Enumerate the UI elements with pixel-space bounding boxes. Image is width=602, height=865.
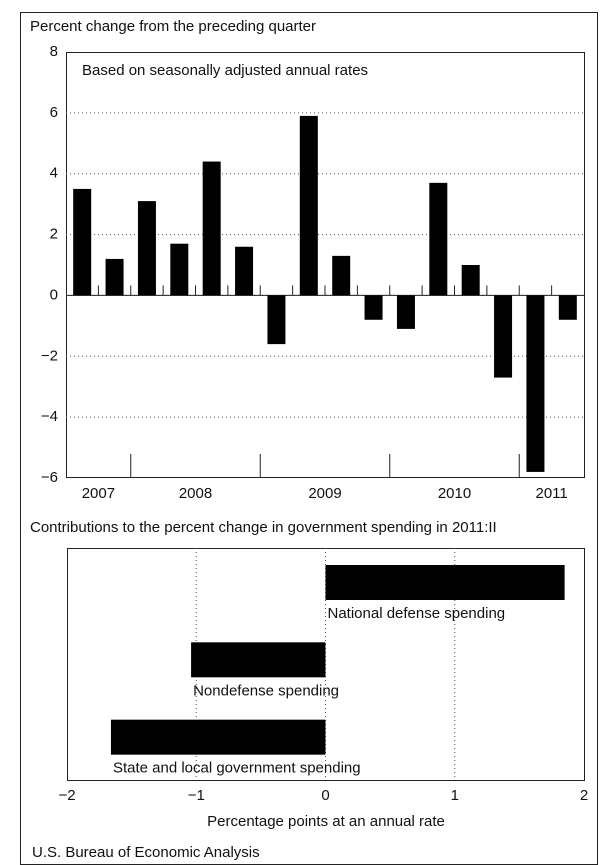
bar xyxy=(364,295,383,320)
bar xyxy=(526,295,545,472)
bar xyxy=(73,188,92,296)
source: U.S. Bureau of Economic Analysis xyxy=(32,844,260,861)
annotation: Based on seasonally adjusted annual rate… xyxy=(82,62,368,79)
bar xyxy=(137,201,156,296)
bar-label: National defense spending xyxy=(328,605,506,622)
bar xyxy=(267,295,286,345)
x-tick-label: 2010 xyxy=(438,485,471,502)
plot-frame xyxy=(66,52,585,478)
bar xyxy=(396,295,415,329)
bar-label: State and local government spending xyxy=(113,760,361,777)
bar xyxy=(235,246,254,296)
bar xyxy=(202,161,221,296)
bar xyxy=(494,295,513,378)
x-tick-label: −2 xyxy=(58,787,75,804)
bar xyxy=(299,115,318,296)
x-tick-label: 2011 xyxy=(535,485,567,502)
y-tick-label: 4 xyxy=(50,165,58,182)
y-tick-label: −6 xyxy=(41,469,58,486)
x-axis-label: Percentage points at an annual rate xyxy=(207,813,445,830)
bar xyxy=(429,182,448,296)
chart-title: Contributions to the percent change in g… xyxy=(30,519,497,536)
y-tick-label: 2 xyxy=(50,226,58,243)
y-tick-label: −4 xyxy=(41,408,58,425)
x-tick-label: 1 xyxy=(451,787,459,804)
x-tick-label: −1 xyxy=(188,787,205,804)
y-tick-label: −2 xyxy=(41,347,58,364)
bar xyxy=(325,565,565,600)
bar xyxy=(170,243,189,296)
y-tick-label: 8 xyxy=(50,43,58,60)
y-tick-label: 6 xyxy=(50,104,58,121)
bar-label: Nondefense spending xyxy=(193,682,339,699)
bar xyxy=(105,258,124,296)
x-tick-label: 0 xyxy=(321,787,329,804)
x-tick-label: 2009 xyxy=(308,485,341,502)
y-tick-label: 0 xyxy=(50,286,58,303)
bar xyxy=(332,255,351,296)
bar xyxy=(461,265,480,296)
bar xyxy=(110,719,326,755)
chart-title: Percent change from the preceding quarte… xyxy=(30,18,316,35)
bar xyxy=(558,295,577,320)
x-tick-label: 2 xyxy=(580,787,588,804)
x-tick-label: 2007 xyxy=(82,485,115,502)
bar xyxy=(191,642,326,678)
x-tick-label: 2008 xyxy=(179,485,212,502)
